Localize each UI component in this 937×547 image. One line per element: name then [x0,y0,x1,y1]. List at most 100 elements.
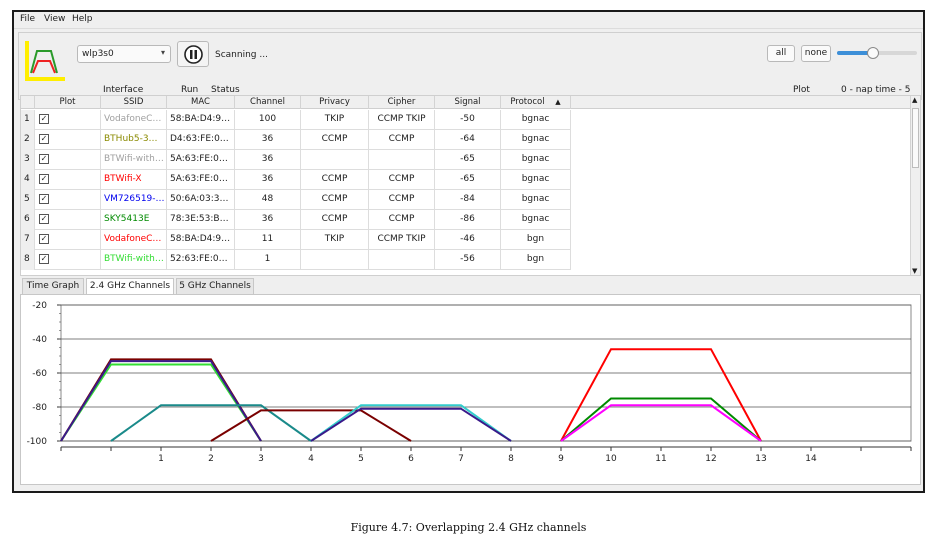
select-all-button[interactable]: all [767,45,795,62]
control-panel: wlp3s0 ▾ Interface Run Scanning ... Stat… [18,32,922,100]
select-none-button[interactable]: none [801,45,831,62]
x-tick-label: 10 [605,454,617,464]
scrollbar-thumb[interactable] [912,108,919,168]
vertical-scrollbar[interactable]: ▲ ▼ [910,96,920,275]
plot-checkbox[interactable]: ✓ [39,254,49,264]
channel-graph-panel: -20 -40 -60 -80 -100 1 2 3 4 5 6 7 8 9 10 11 12 13 14 [20,294,921,485]
menu-file[interactable]: File [20,14,36,24]
cell-channel: 36 [235,150,301,170]
cell-cipher: CCMP [369,130,435,150]
plot-checkbox[interactable]: ✓ [39,234,49,244]
y-tick-label: -40 [32,335,47,345]
header-cipher[interactable]: Cipher [369,96,435,109]
row-number: 5 [21,190,35,210]
nap-time-slider[interactable] [837,47,917,59]
cell-privacy [301,150,369,170]
cell-cipher [369,250,435,270]
cell-ssid: BTWifi-with… [101,250,167,270]
cell-privacy [301,250,369,270]
header-privacy[interactable]: Privacy [301,96,369,109]
cell-signal: -65 [435,150,501,170]
cell-plot: ✓ [35,150,101,170]
table-row[interactable]: 4 ✓ BTWifi-X 5A:63:FE:0… 36 CCMP CCMP -65 bgnac [21,170,571,190]
y-tick-label: -60 [32,369,47,379]
nap-time-label: 0 - nap time - 5 [841,85,911,95]
cell-cipher: CCMP TKIP [369,230,435,250]
x-tick-label: 6 [408,454,414,464]
tab-time-graph[interactable]: Time Graph [22,278,84,295]
header-protocol[interactable]: Protocol ▲ [501,96,571,109]
cell-channel: 36 [235,130,301,150]
scroll-down-icon[interactable]: ▼ [912,267,918,275]
cell-channel: 36 [235,210,301,230]
cell-plot: ✓ [35,250,101,270]
run-pause-button[interactable] [177,41,209,67]
y-tick-label: -80 [32,403,47,413]
cell-mac: 5A:63:FE:0… [167,150,235,170]
row-number: 2 [21,130,35,150]
menu-help[interactable]: Help [72,14,93,24]
menu-view[interactable]: View [44,14,66,24]
cell-signal: -64 [435,130,501,150]
run-label: Run [181,85,199,95]
tab-5ghz-channels[interactable]: 5 GHz Channels [176,278,254,295]
series-line [310,404,512,442]
cell-signal: -84 [435,190,501,210]
cell-plot: ✓ [35,190,101,210]
x-tick-label: 13 [755,454,766,464]
table-row[interactable]: 6 ✓ SKY5413E 78:3E:53:B… 36 CCMP CCMP -86 bgnac [21,210,571,230]
interface-select[interactable]: wlp3s0 ▾ [77,45,171,63]
network-table: Plot SSID MAC Channel Privacy Cipher Sig… [20,95,921,276]
cell-plot: ✓ [35,210,101,230]
table-row[interactable]: 3 ✓ BTWifi-with… 5A:63:FE:0… 36 -65 bgnac [21,150,571,170]
cell-channel: 100 [235,110,301,130]
header-ssid[interactable]: SSID [101,96,167,109]
plot-checkbox[interactable]: ✓ [39,134,49,144]
series-line [210,409,412,442]
tab-bar: Time Graph 2.4 GHz Channels 5 GHz Channe… [20,278,921,296]
header-protocol-label: Protocol [510,97,545,107]
plot-checkbox[interactable]: ✓ [39,194,49,204]
table-row[interactable]: 5 ✓ VM726519-… 50:6A:03:3… 48 CCMP CCMP -84 bgna… [21,190,571,210]
plot-checkbox[interactable]: ✓ [39,114,49,124]
scroll-up-icon[interactable]: ▲ [912,96,918,104]
cell-mac: 58:BA:D4:9… [167,230,235,250]
row-number: 3 [21,150,35,170]
table-row[interactable]: 7 ✓ VodafoneC… 58:BA:D4:9… 11 TKIP CCMP TKIP -4… [21,230,571,250]
tab-24ghz-channels[interactable]: 2.4 GHz Channels [86,278,174,296]
header-signal[interactable]: Signal [435,96,501,109]
table-row[interactable]: 8 ✓ BTWifi-with… 52:63:FE:0… 1 -56 bgn [21,250,571,270]
cell-mac: 58:BA:D4:9… [167,110,235,130]
x-tick-label: 9 [558,454,564,464]
cell-ssid: VodafoneC… [101,110,167,130]
table-row[interactable]: 2 ✓ BTHub5-3… D4:63:FE:0… 36 CCMP CCMP -64 bgnac [21,130,571,150]
cell-mac: 50:6A:03:3… [167,190,235,210]
table-row[interactable]: 1 ✓ VodafoneC… 58:BA:D4:9… 100 TKIP CCMP TKIP -… [21,110,571,130]
header-channel[interactable]: Channel [235,96,301,109]
x-tick-label: 2 [208,454,214,464]
cell-protocol: bgn [501,250,571,270]
cell-signal: -50 [435,110,501,130]
header-mac[interactable]: MAC [167,96,235,109]
cell-signal: -56 [435,250,501,270]
cell-plot: ✓ [35,130,101,150]
x-tick-label: 3 [258,454,264,464]
cell-cipher: CCMP [369,210,435,230]
slider-fill [837,51,873,55]
plot-checkbox[interactable]: ✓ [39,154,49,164]
plot-checkbox[interactable]: ✓ [39,214,49,224]
status-label: Status [211,85,240,95]
series-line [310,407,512,442]
x-tick-label: 12 [705,454,716,464]
interface-label: Interface [103,85,144,95]
cell-channel: 11 [235,230,301,250]
cell-channel: 36 [235,170,301,190]
slider-handle[interactable] [867,47,879,59]
plot-checkbox[interactable]: ✓ [39,174,49,184]
cell-protocol: bgnac [501,110,571,130]
header-plot[interactable]: Plot [35,96,101,109]
menu-bar: File View Help [14,12,923,29]
cell-cipher: CCMP TKIP [369,110,435,130]
cell-privacy: CCMP [301,170,369,190]
